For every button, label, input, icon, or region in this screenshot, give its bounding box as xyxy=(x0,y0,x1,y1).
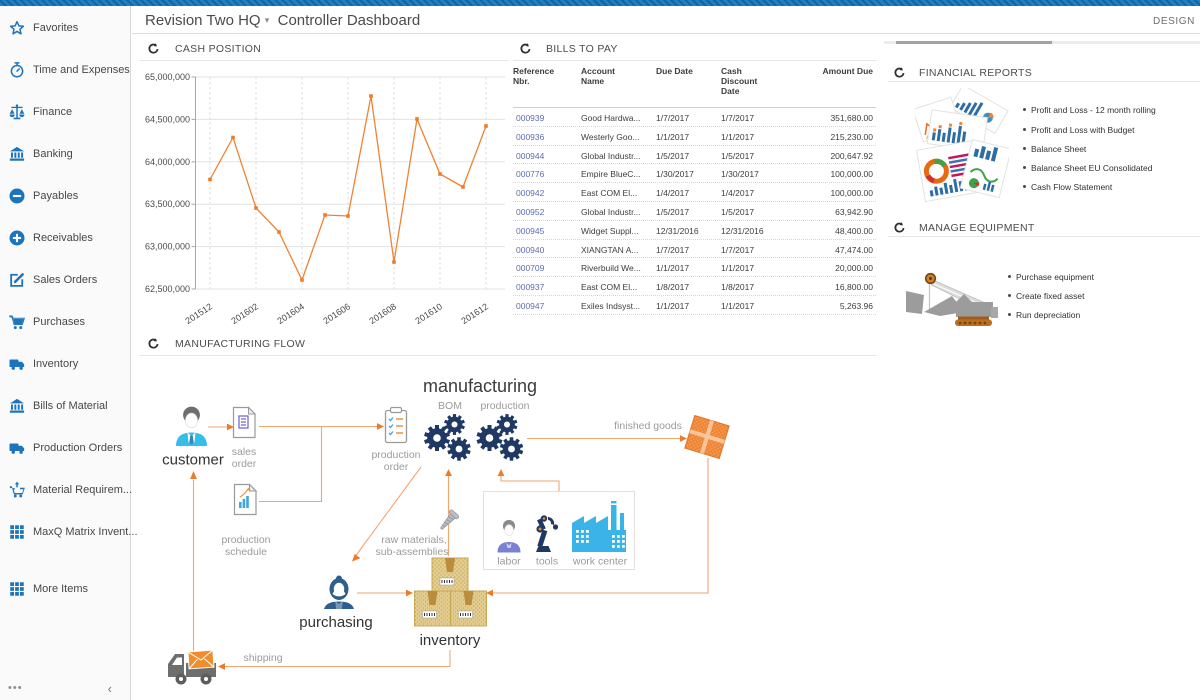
svg-text:labor: labor xyxy=(497,556,521,568)
svg-text:tools: tools xyxy=(536,556,558,568)
svg-text:64,500,000: 64,500,000 xyxy=(145,114,190,124)
svg-text:sub-assemblies: sub-assemblies xyxy=(376,546,449,558)
svg-text:201604: 201604 xyxy=(275,301,306,326)
svg-text:production: production xyxy=(371,449,420,461)
svg-text:65,000,000: 65,000,000 xyxy=(145,72,190,82)
svg-text:62,500,000: 62,500,000 xyxy=(145,284,190,294)
svg-text:inventory: inventory xyxy=(420,632,481,649)
svg-text:purchasing: purchasing xyxy=(299,614,372,631)
svg-text:201602: 201602 xyxy=(229,301,260,326)
svg-text:raw materials,: raw materials, xyxy=(381,534,446,546)
svg-text:201608: 201608 xyxy=(367,301,398,326)
svg-text:201606: 201606 xyxy=(321,301,352,326)
svg-text:manufacturing: manufacturing xyxy=(423,376,537,396)
svg-text:63,500,000: 63,500,000 xyxy=(145,199,190,209)
svg-text:201612: 201612 xyxy=(459,301,490,326)
svg-text:201512: 201512 xyxy=(183,301,214,326)
svg-text:sales: sales xyxy=(232,446,257,458)
svg-text:BOM: BOM xyxy=(438,400,462,412)
svg-text:schedule: schedule xyxy=(225,546,267,558)
svg-text:63,000,000: 63,000,000 xyxy=(145,242,190,252)
svg-text:order: order xyxy=(232,458,257,470)
svg-text:shipping: shipping xyxy=(243,652,282,664)
svg-text:order: order xyxy=(384,461,409,473)
svg-text:work center: work center xyxy=(572,556,628,568)
svg-text:production: production xyxy=(480,400,529,412)
svg-text:finished goods: finished goods xyxy=(614,420,682,432)
svg-text:64,000,000: 64,000,000 xyxy=(145,157,190,167)
svg-text:201610: 201610 xyxy=(413,301,444,326)
svg-text:production: production xyxy=(221,534,270,546)
svg-text:customer: customer xyxy=(162,452,224,469)
